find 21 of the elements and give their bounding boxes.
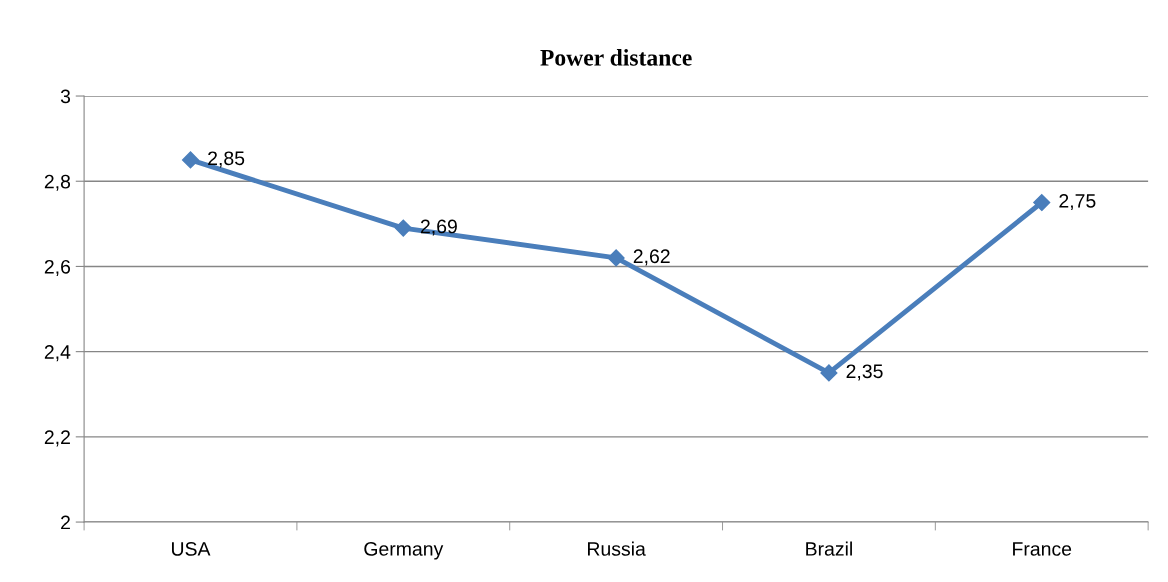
y-tick-label: 2 [61, 515, 70, 530]
point [607, 249, 625, 267]
point [820, 364, 838, 382]
data-label: 2,62 [633, 249, 670, 266]
point [394, 219, 412, 237]
y-tick-label: 3 [60, 89, 71, 104]
y-tick-label: 2,8 [44, 174, 71, 191]
data-label: 2,75 [1059, 193, 1096, 211]
x-tick-label: Russia [588, 541, 646, 556]
data-label: 2,85 [208, 151, 245, 168]
y-tick-label: 2,2 [44, 430, 70, 447]
y-tick-label: 2,4 [44, 345, 71, 362]
x-tick-label: Germany [364, 542, 444, 560]
x-tick-label: Brazil [806, 541, 852, 556]
x-tick-label: USA [172, 542, 211, 556]
point [181, 151, 200, 169]
chart-title: Power distance [540, 49, 692, 66]
point [1033, 193, 1051, 212]
data-label: 2,35 [846, 364, 883, 381]
y-tick-label: 2,6 [44, 259, 71, 276]
x-tick-label: France [1013, 542, 1072, 556]
